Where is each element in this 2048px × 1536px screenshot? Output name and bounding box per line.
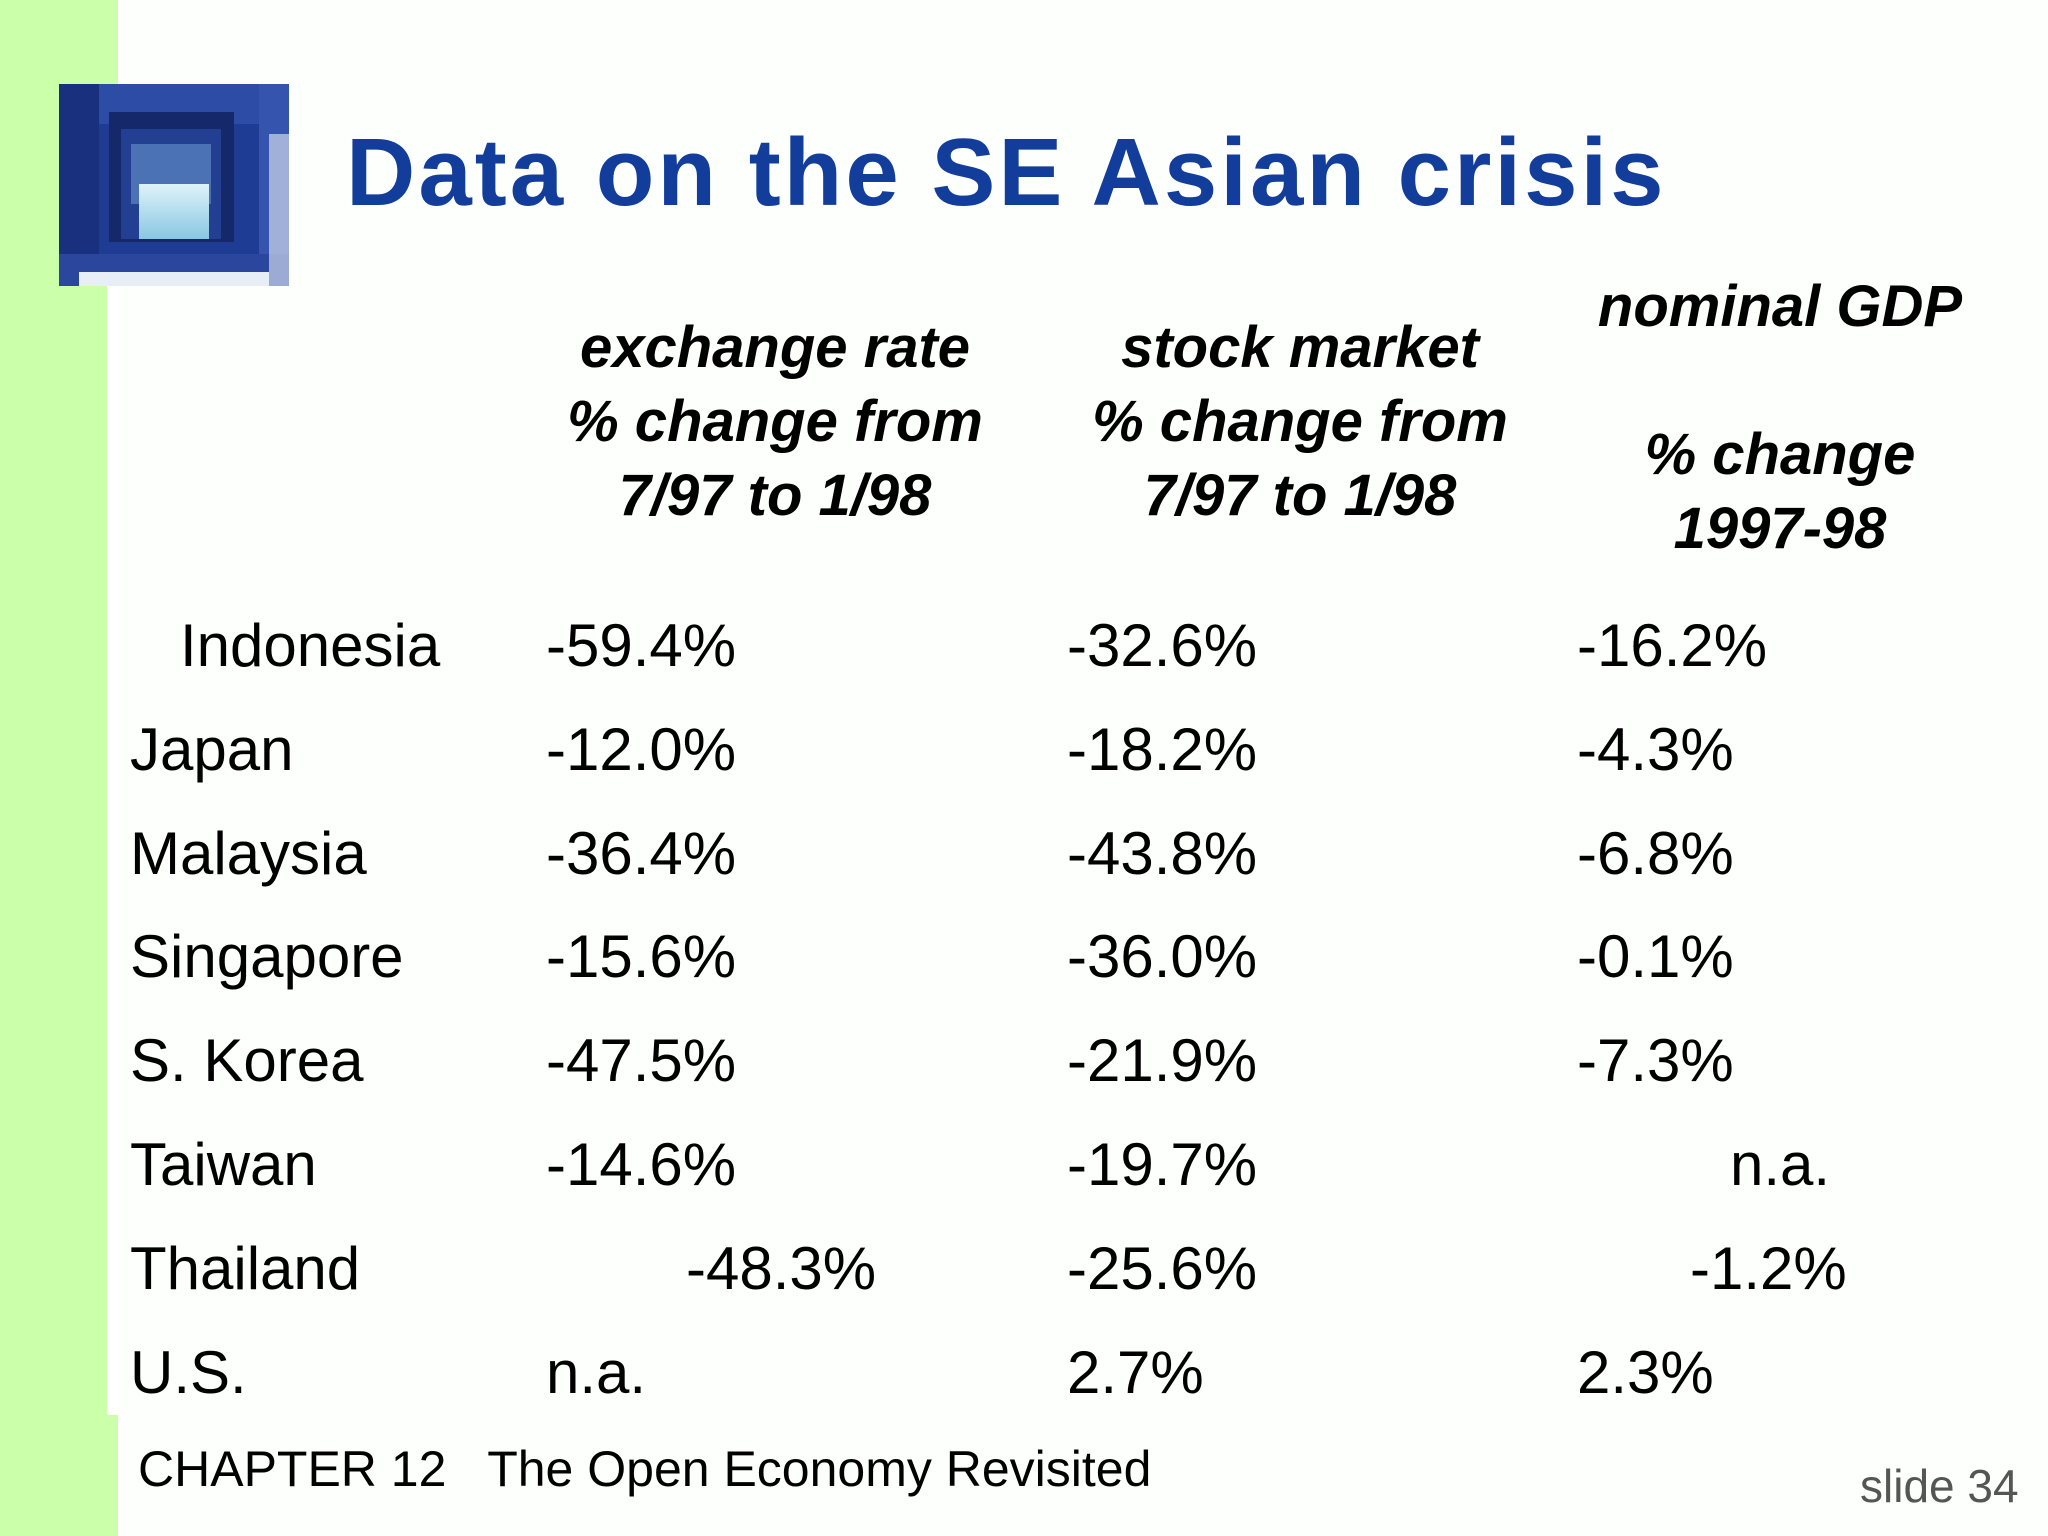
country-cell: Indonesia (180, 612, 441, 679)
nominal-gdp-cell: -4.3% (1577, 716, 1734, 783)
exchange-rate-cell: -14.6% (546, 1131, 737, 1198)
header-line: 7/97 to 1/98 (618, 463, 932, 528)
stock-market-cell: 2.7% (1067, 1339, 1204, 1406)
country-cell: Malaysia (130, 820, 367, 887)
nominal-gdp-cell: -16.2% (1577, 612, 1768, 679)
nominal-gdp-cell: -1.2% (1690, 1235, 1847, 1302)
nominal-gdp-cell: -6.8% (1577, 820, 1734, 887)
exchange-rate-cell: n.a. (546, 1339, 647, 1406)
header-line: 1997-98 (1673, 496, 1887, 561)
blue-window-logo-icon (59, 84, 289, 286)
header-line: % change from (567, 389, 983, 454)
stock-market-cell: -21.9% (1067, 1027, 1258, 1094)
header-line: % change (1644, 422, 1916, 487)
stock-market-cell: -25.6% (1067, 1235, 1258, 1302)
nominal-gdp-cell: 2.3% (1577, 1339, 1714, 1406)
nominal-gdp-cell: -7.3% (1577, 1027, 1734, 1094)
slide-number: slide 34 (1860, 1460, 2019, 1512)
header-spacer (1540, 344, 2020, 418)
header-line: 7/97 to 1/98 (1143, 463, 1457, 528)
stock-market-cell: -18.2% (1067, 716, 1258, 783)
country-cell: U.S. (130, 1339, 247, 1406)
nominal-gdp-cell: -0.1% (1577, 923, 1734, 990)
stock-market-cell: -32.6% (1067, 612, 1258, 679)
stock-market-cell: -19.7% (1067, 1131, 1258, 1198)
header-line: stock market (1121, 315, 1479, 380)
header-exchange-rate: exchange rate % change from 7/97 to 1/98 (535, 311, 1015, 533)
slide-title: Data on the SE Asian crisis (346, 119, 1667, 226)
header-line: exchange rate (579, 315, 971, 380)
exchange-rate-cell: -12.0% (546, 716, 737, 783)
exchange-rate-cell: -47.5% (546, 1027, 737, 1094)
country-cell: S. Korea (130, 1027, 364, 1094)
country-cell: Taiwan (130, 1131, 317, 1198)
header-line: nominal GDP (1597, 274, 1963, 339)
header-stock-market: stock market % change from 7/97 to 1/98 (1040, 311, 1560, 533)
country-cell: Thailand (130, 1235, 361, 1302)
country-cell: Japan (130, 716, 294, 783)
exchange-rate-cell: -59.4% (546, 612, 737, 679)
header-line: % change from (1092, 389, 1508, 454)
exchange-rate-cell: -36.4% (546, 820, 737, 887)
stock-market-cell: -36.0% (1067, 923, 1258, 990)
header-nominal-gdp: nominal GDP % change 1997-98 (1540, 270, 2020, 566)
stock-market-cell: -43.8% (1067, 820, 1258, 887)
left-bar-notch (107, 255, 118, 1415)
exchange-rate-cell: -48.3% (686, 1235, 877, 1302)
country-cell: Singapore (130, 923, 404, 990)
nominal-gdp-cell: n.a. (1730, 1131, 1831, 1198)
footer-chapter-label: CHAPTER 12 The Open Economy Revisited (138, 1441, 1152, 1497)
exchange-rate-cell: -15.6% (546, 923, 737, 990)
